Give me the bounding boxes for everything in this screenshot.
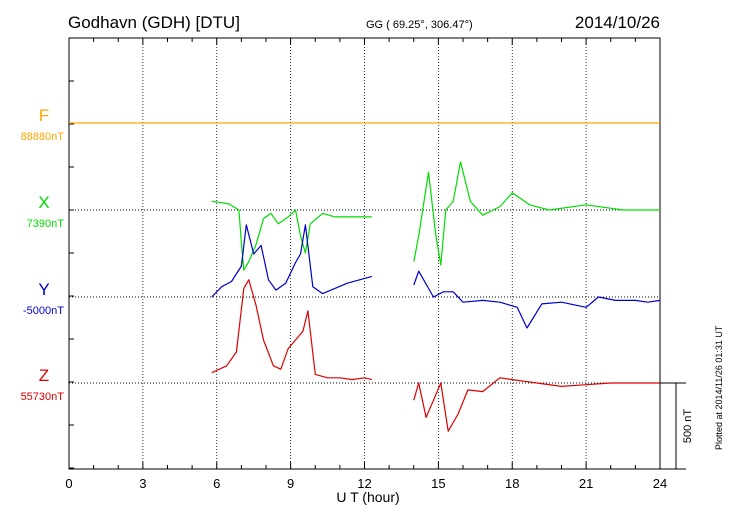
scale-bar-label: 500 nT (682, 409, 694, 444)
x-tick-label: 15 (431, 476, 445, 491)
series-line-x (413, 161, 660, 266)
plotted-at-note: Plotted at 2014/11/26 01:31 UT (714, 325, 724, 450)
component-label-z: Z (39, 366, 49, 385)
x-tick-label: 6 (213, 476, 220, 491)
date-label: 2014/10/26 (575, 13, 660, 32)
x-tick-label: 18 (505, 476, 519, 491)
component-label-x: X (38, 193, 49, 212)
baseline-value-f: 88880nT (21, 131, 65, 143)
series-line-y (413, 270, 661, 329)
station-title: Godhavn (GDH) [DTU] (68, 13, 240, 32)
x-tick-label: 9 (287, 476, 294, 491)
x-tick-label: 12 (357, 476, 371, 491)
series-line-x (211, 200, 372, 271)
x-tick-label: 0 (65, 476, 72, 491)
baseline-value-z: 55730nT (21, 391, 65, 403)
x-tick-label: 21 (579, 476, 593, 491)
coords-label: GG ( 69.25°, 306.47°) (366, 19, 473, 31)
series-line-z (211, 279, 373, 381)
component-label-f: F (39, 106, 49, 125)
x-tick-label: 24 (653, 476, 667, 491)
x-tick-label: 3 (139, 476, 146, 491)
component-label-y: Y (38, 280, 49, 299)
baseline-value-y: -5000nT (23, 305, 64, 317)
series-line-y (211, 224, 373, 298)
x-axis-label: U T (hour) (336, 489, 399, 505)
series-line-z (413, 377, 660, 432)
baseline-value-x: 7390nT (27, 218, 65, 230)
